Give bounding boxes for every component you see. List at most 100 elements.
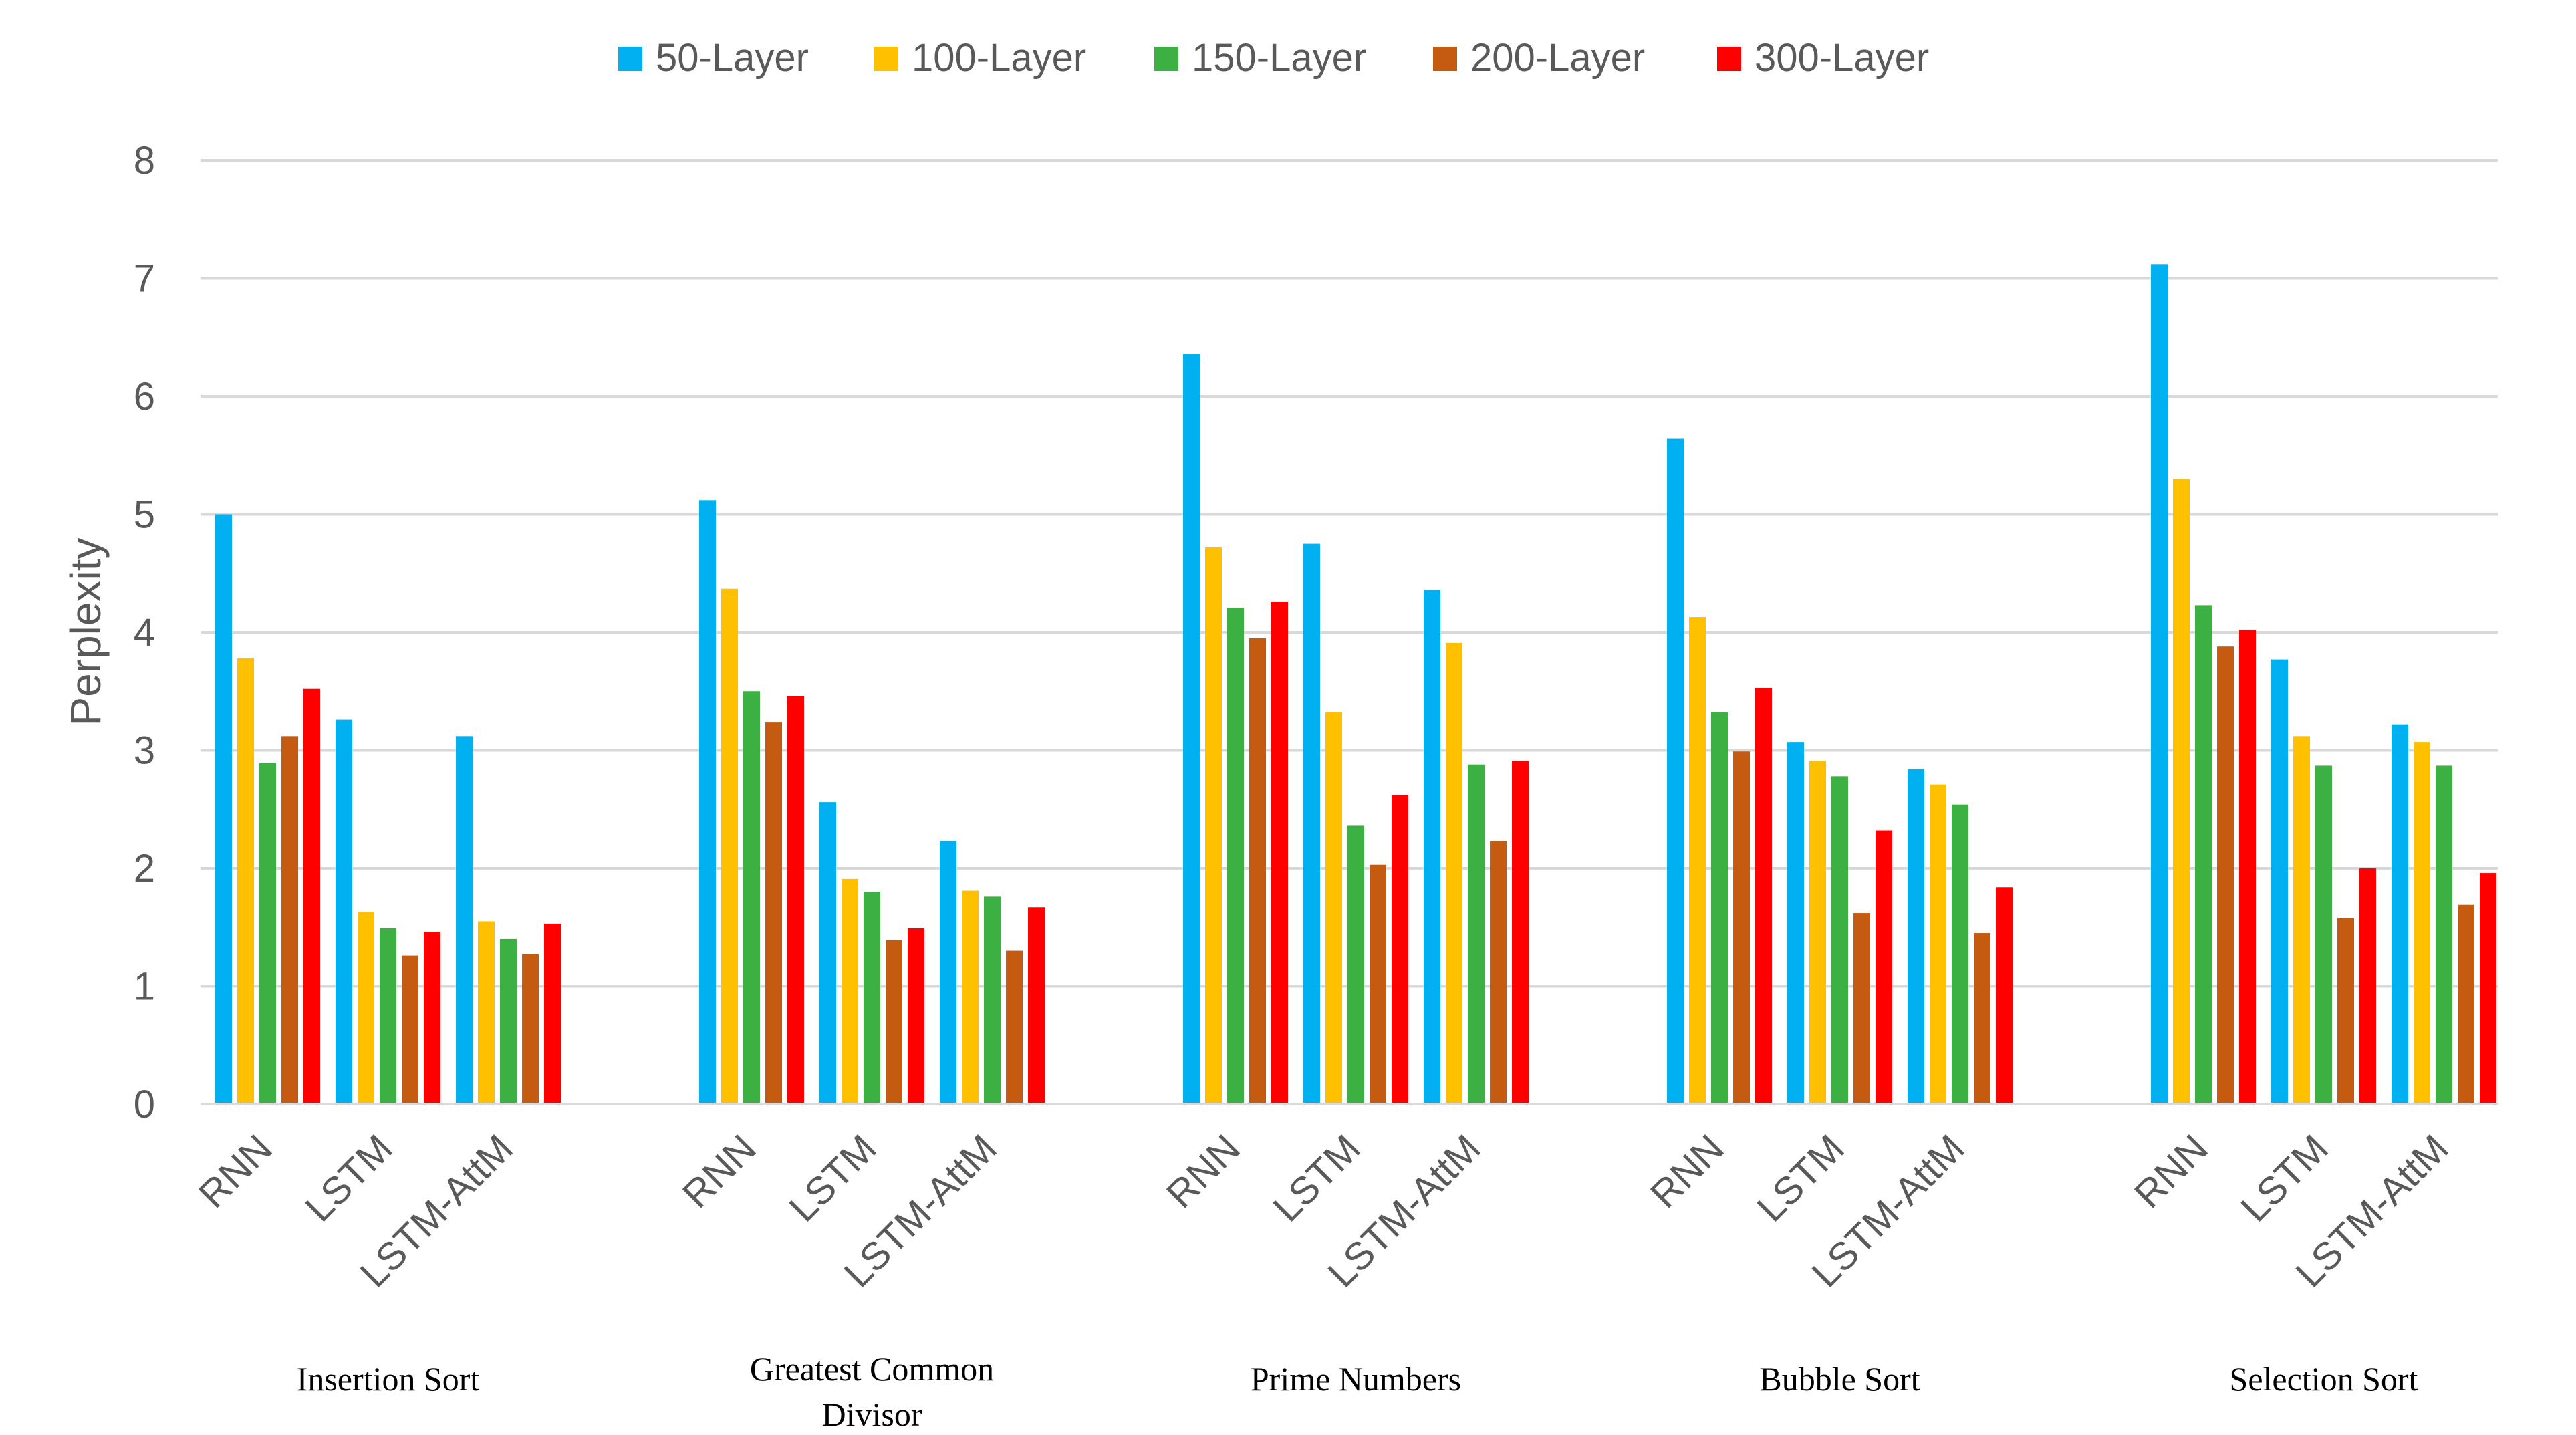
group-label: Divisor: [822, 1396, 922, 1433]
bar: [1446, 642, 1462, 1104]
bar: [1667, 438, 1684, 1104]
bar: [1227, 607, 1244, 1104]
bar: [1347, 825, 1364, 1104]
legend-swatch: [1717, 47, 1741, 71]
bar: [1006, 950, 1023, 1104]
gridlines: [201, 159, 2498, 988]
group-label: Greatest Common: [750, 1350, 994, 1388]
x-tick-label: LSTM: [1749, 1126, 1852, 1230]
x-tick-label: LSTM: [297, 1126, 400, 1230]
bar: [1468, 764, 1485, 1104]
bar: [2271, 659, 2288, 1104]
bar: [1271, 602, 1288, 1104]
bar: [358, 912, 374, 1104]
bar: [1490, 841, 1507, 1104]
bar: [2217, 646, 2234, 1104]
x-tick-label: LSTM: [781, 1126, 884, 1230]
bar: [1424, 590, 1440, 1104]
bars: [215, 264, 2496, 1105]
bar: [1930, 784, 1946, 1104]
bar: [1755, 687, 1772, 1104]
bar: [1512, 761, 1529, 1104]
bar: [940, 841, 956, 1104]
bar: [743, 691, 760, 1104]
y-tick-label: 3: [134, 729, 155, 773]
bar: [1205, 547, 1222, 1104]
bar: [2480, 873, 2496, 1104]
bar: [1249, 638, 1266, 1104]
bar: [522, 954, 539, 1104]
bar: [2173, 479, 2190, 1104]
legend-label: 50-Layer: [656, 36, 809, 80]
bar: [765, 722, 782, 1104]
bar: [1733, 751, 1750, 1104]
bar: [1325, 712, 1342, 1104]
bar: [500, 938, 517, 1104]
bar: [2359, 868, 2376, 1104]
y-tick-label: 0: [134, 1083, 155, 1126]
x-tick-label: RNN: [1642, 1126, 1732, 1216]
bar: [1974, 933, 1990, 1104]
bar: [1028, 907, 1045, 1104]
bar: [962, 890, 979, 1104]
x-tick-label: LSTM: [2232, 1126, 2336, 1230]
bar: [1183, 354, 1200, 1105]
bar: [478, 921, 495, 1104]
bar: [1787, 742, 1804, 1104]
y-tick-label: 8: [134, 139, 155, 182]
group-labels: Insertion Sort Greatest Common Divisor Prim…: [297, 1350, 2418, 1433]
x-tick-label: LSTM: [1265, 1126, 1368, 1230]
x-tick-label: RNN: [2126, 1126, 2216, 1216]
bar: [456, 736, 473, 1104]
legend-label: 150-Layer: [1192, 36, 1366, 80]
legend-swatch: [618, 47, 642, 71]
x-tick-label: RNN: [1158, 1126, 1249, 1216]
bar: [2392, 724, 2408, 1104]
y-tick-label: 2: [134, 847, 155, 890]
bar: [2414, 742, 2430, 1104]
legend-label: 300-Layer: [1755, 36, 1929, 80]
bar: [1908, 769, 1924, 1104]
bar: [2315, 765, 2332, 1104]
bar: [1831, 776, 1848, 1104]
legend-label: 100-Layer: [912, 36, 1086, 80]
legend-swatch: [1433, 47, 1457, 71]
bar: [1876, 830, 1892, 1104]
group-label: Bubble Sort: [1759, 1360, 1920, 1398]
legend-label: 200-Layer: [1470, 36, 1645, 80]
bar: [908, 928, 924, 1104]
bar: [721, 588, 738, 1104]
bar: [1303, 543, 1320, 1104]
bar: [1370, 864, 1386, 1104]
bar: [1809, 761, 1826, 1104]
x-tick-label: RNN: [674, 1126, 765, 1216]
bar: [1853, 913, 1870, 1104]
legend-swatch: [1154, 47, 1178, 71]
bar: [787, 696, 804, 1104]
group-label: Prime Numbers: [1251, 1360, 1461, 1398]
bar: [1952, 804, 1968, 1104]
bar: [842, 878, 858, 1104]
bar: [237, 658, 254, 1104]
x-tick-label: RNN: [190, 1126, 281, 1216]
bar: [1711, 712, 1728, 1104]
y-tick-label: 1: [134, 965, 155, 1009]
bar: [699, 500, 716, 1104]
bar: [886, 940, 902, 1104]
y-tick-label: 4: [134, 611, 155, 654]
bar: [864, 892, 880, 1104]
bar: [281, 736, 298, 1104]
bar: [336, 719, 352, 1104]
bar: [303, 688, 320, 1104]
bar: [984, 896, 1001, 1104]
y-tick-label: 7: [134, 257, 155, 301]
y-tick-label: 5: [134, 493, 155, 537]
bar: [1392, 795, 1408, 1104]
bar: [1996, 887, 2013, 1104]
bar: [2337, 918, 2354, 1104]
y-axis-ticks: 0 1 2 3 4 5 6 7 8: [134, 139, 155, 1126]
bar: [544, 923, 561, 1104]
bar: [2195, 605, 2212, 1104]
